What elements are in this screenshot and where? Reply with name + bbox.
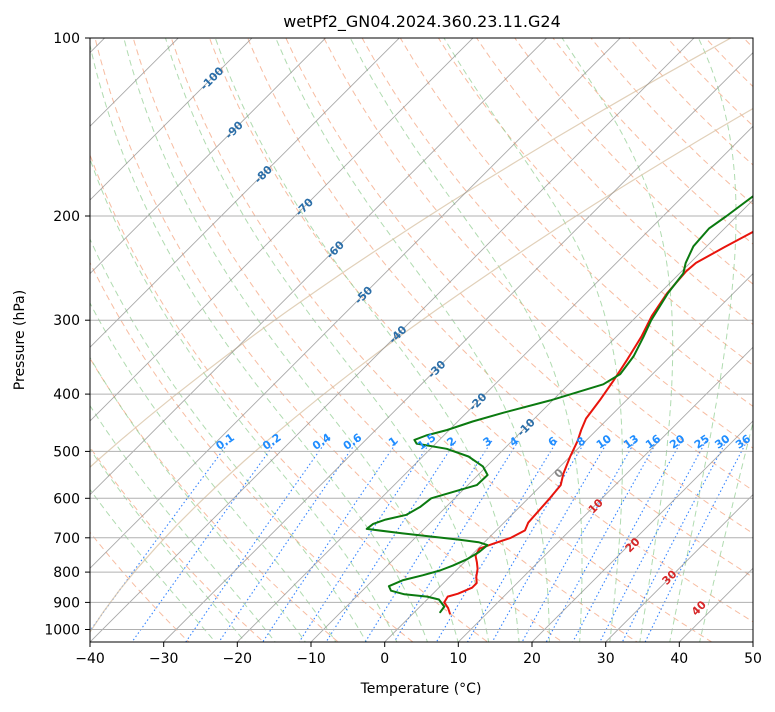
dry-adiabat bbox=[399, 38, 753, 407]
dry-adiabat bbox=[590, 38, 753, 206]
dry-adiabat bbox=[208, 38, 753, 623]
y-tick-label: 900 bbox=[53, 595, 80, 611]
y-tick-label: 200 bbox=[53, 209, 80, 225]
dry-adiabat bbox=[285, 38, 753, 535]
plot-frame bbox=[89, 37, 754, 643]
isotherm-line bbox=[604, 493, 753, 642]
dry-adiabat bbox=[514, 38, 753, 285]
dry-adiabat bbox=[628, 38, 753, 166]
sounding-series-layer bbox=[365, 194, 753, 615]
x-axis-label: Temperature (°C) bbox=[360, 681, 482, 697]
dry-adiabat bbox=[132, 38, 639, 642]
reference-arc bbox=[90, 38, 733, 469]
y-tick-label: 600 bbox=[53, 491, 80, 507]
dry-adiabat bbox=[755, 11, 775, 654]
moist-adiabat bbox=[90, 404, 276, 642]
isotherm-line bbox=[162, 51, 753, 642]
mixing-ratio-line bbox=[262, 440, 399, 642]
moist-adiabat bbox=[90, 488, 216, 642]
dry-adiabat bbox=[247, 38, 753, 578]
dry-adiabat bbox=[90, 153, 489, 642]
isotherm-line bbox=[310, 199, 753, 642]
dewpoint-profile-line bbox=[365, 194, 753, 614]
isotherm-line bbox=[383, 272, 753, 642]
isotherm-line bbox=[90, 38, 695, 642]
pressure-grid-layer bbox=[0, 11, 753, 654]
mixing-ratio-line bbox=[599, 440, 707, 642]
mixing-ratio-line bbox=[185, 440, 327, 642]
mixing-ratio-line bbox=[621, 440, 727, 642]
x-tick-label: 30 bbox=[597, 651, 615, 667]
chart-title: wetPf2_GN04.2024.360.23.11.G24 bbox=[283, 12, 561, 32]
mixing-ratio-line bbox=[298, 440, 432, 642]
moist-adiabat bbox=[164, 38, 490, 642]
y-tick-label: 800 bbox=[53, 565, 80, 581]
y-tick-label: 500 bbox=[53, 444, 80, 460]
isotherm-line bbox=[90, 38, 400, 348]
isotherm-line bbox=[90, 38, 474, 422]
x-tick-label: 40 bbox=[670, 651, 688, 667]
reference-arc bbox=[90, 107, 753, 634]
x-tick-label: 20 bbox=[523, 651, 541, 667]
moist-adiabat bbox=[349, 38, 583, 642]
moist-adiabat bbox=[669, 38, 737, 642]
moist-adiabat bbox=[275, 38, 550, 642]
y-tick-label: 400 bbox=[53, 387, 80, 403]
isotherm-line bbox=[531, 420, 753, 642]
temperature-profile-line bbox=[443, 230, 753, 615]
dry-adiabat bbox=[361, 38, 753, 449]
dry-adiabat bbox=[94, 38, 564, 642]
y-tick-label: 100 bbox=[53, 31, 80, 47]
mixing-ratio-line bbox=[545, 440, 658, 642]
y-tick-label: 300 bbox=[53, 313, 80, 329]
moist-adiabat bbox=[214, 38, 520, 642]
moist-adiabat bbox=[561, 38, 674, 642]
moist-adiabat bbox=[90, 448, 246, 642]
moist-adiabat bbox=[699, 420, 753, 642]
isotherm-line bbox=[236, 125, 753, 642]
moist-adiabat bbox=[443, 38, 623, 642]
mixing-ratio-line bbox=[491, 440, 609, 642]
axes-layer: −40 −30 −20 −10 0 10 20 30 40 50 100 200 300 400 500 60… bbox=[44, 31, 762, 667]
x-tick-label: 0 bbox=[380, 651, 389, 667]
mixing-ratio-line bbox=[521, 440, 636, 642]
moist-adiabat bbox=[90, 301, 337, 642]
dry-adiabat bbox=[437, 38, 753, 366]
isotherm-line bbox=[457, 346, 753, 642]
dry-adiabat bbox=[90, 531, 190, 642]
dry-adiabat bbox=[90, 261, 414, 642]
x-tick-label: −30 bbox=[149, 651, 179, 667]
isotherm-line bbox=[0, 11, 58, 654]
dry-adiabat bbox=[323, 38, 753, 492]
isotherm-line bbox=[90, 38, 179, 127]
y-axis-label: Pressure (hPa) bbox=[12, 290, 28, 390]
moist-adiabat bbox=[90, 237, 367, 642]
mixing-ratio-line bbox=[435, 440, 558, 642]
isotherm-line bbox=[90, 38, 253, 201]
dry-adiabat bbox=[476, 38, 753, 326]
dry-adiabat bbox=[170, 38, 713, 642]
x-tick-label: −40 bbox=[75, 651, 105, 667]
mixing-ratio-line bbox=[572, 440, 682, 642]
y-tick-label: 1000 bbox=[44, 623, 80, 639]
x-tick-label: −10 bbox=[296, 651, 326, 667]
isotherm-line bbox=[90, 38, 327, 275]
mixing-ratio-line bbox=[466, 440, 586, 642]
mixing-ratio-line bbox=[644, 440, 748, 642]
isotherm-line bbox=[90, 38, 621, 569]
y-tick-label: 700 bbox=[53, 531, 80, 547]
x-tick-label: −20 bbox=[223, 651, 253, 667]
x-tick-label: 50 bbox=[744, 651, 762, 667]
x-tick-label: 10 bbox=[449, 651, 467, 667]
isotherm-line bbox=[90, 38, 548, 496]
dry-adiabat bbox=[90, 446, 265, 642]
moist-adiabat bbox=[90, 356, 307, 642]
